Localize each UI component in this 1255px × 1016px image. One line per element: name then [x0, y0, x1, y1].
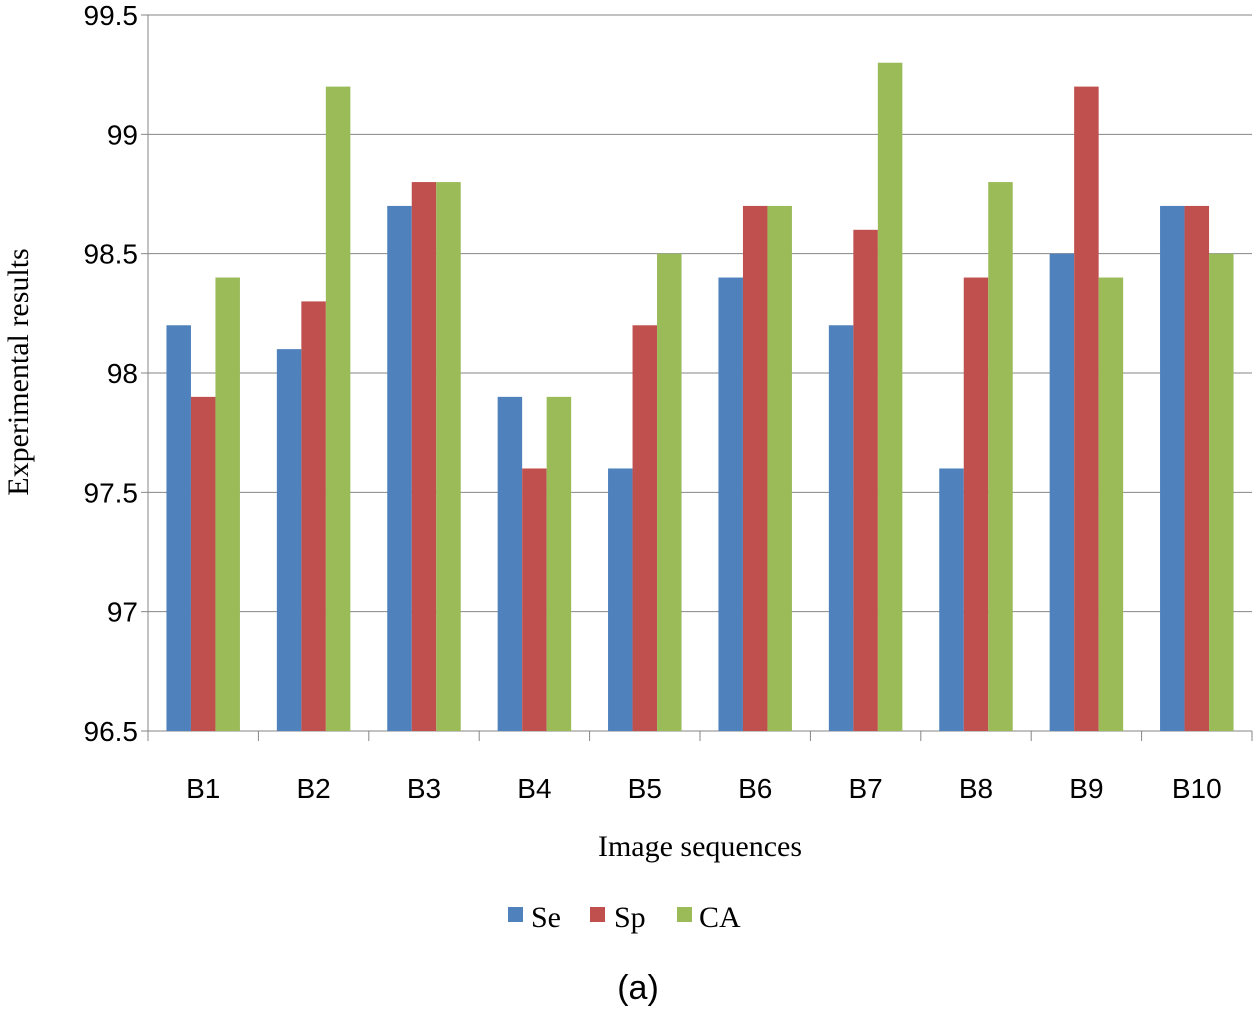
y-tick-label: 96.5 — [84, 716, 139, 747]
legend-label-ca: CA — [699, 901, 741, 934]
x-tick-label: B4 — [517, 773, 551, 804]
x-tick-label: B3 — [407, 773, 441, 804]
bar-se-b6 — [718, 277, 743, 731]
bar-ca-b9 — [1098, 277, 1124, 731]
bar-sp-b1 — [190, 396, 216, 731]
bar-ca-b7 — [877, 62, 903, 731]
x-tick-labels: B1 B2 B3 B4 B5 B6 B7 B8 B9 B10 — [186, 773, 1222, 804]
y-tick-label: 98 — [107, 358, 138, 389]
bar-ca-b4 — [546, 396, 572, 731]
bar-ca-b3 — [436, 182, 461, 732]
bar-sp-b10 — [1184, 205, 1210, 731]
bar-se-b1 — [166, 325, 191, 731]
bar-se-b10 — [1160, 205, 1185, 731]
legend-swatch-se — [508, 907, 523, 922]
x-tick-label: B9 — [1069, 773, 1103, 804]
bar-sp-b9 — [1074, 86, 1099, 732]
legend-label-sp: Sp — [614, 901, 646, 934]
x-tick-label: B8 — [959, 773, 993, 804]
bar-sp-b8 — [963, 277, 989, 731]
y-tick-label: 97 — [107, 597, 138, 628]
bar-ca-b1 — [215, 277, 240, 731]
y-tick-label: 99 — [107, 119, 138, 150]
bar-ca-b10 — [1209, 253, 1234, 731]
bar-se-b7 — [828, 325, 854, 731]
bar-se-b8 — [939, 468, 964, 731]
bar-sp-b3 — [411, 182, 437, 732]
legend-label-se: Se — [531, 901, 561, 934]
bar-sp-b4 — [522, 468, 547, 731]
x-tick-label: B1 — [186, 773, 220, 804]
figure-caption: (a) — [617, 969, 659, 1007]
x-tick-label: B7 — [848, 773, 882, 804]
bar-sp-b5 — [632, 325, 658, 731]
y-axis-title: Experimental results — [2, 248, 35, 495]
bar-ca-b5 — [657, 253, 682, 731]
bar-sp-b7 — [853, 229, 878, 732]
bar-se-b4 — [497, 396, 523, 731]
legend: Se Sp CA — [508, 901, 741, 934]
bar-se-b9 — [1049, 253, 1075, 731]
y-tick-label: 97.5 — [84, 477, 139, 508]
x-tick-label: B10 — [1172, 773, 1222, 804]
bar-ca-b2 — [325, 86, 351, 732]
bar-se-b5 — [608, 468, 633, 731]
legend-swatch-sp — [590, 907, 605, 922]
x-axis-title: Image sequences — [598, 830, 802, 863]
x-tick-label: B6 — [738, 773, 772, 804]
y-tick-labels: 96.5 97 97.5 98 98.5 99 99.5 — [84, 0, 139, 747]
bar-sp-b2 — [301, 301, 326, 731]
bar-se-b2 — [276, 349, 302, 731]
bar-ca-b8 — [988, 182, 1013, 732]
x-tick-label: B2 — [296, 773, 330, 804]
x-tick-label: B5 — [628, 773, 662, 804]
bar-se-b3 — [387, 205, 412, 731]
bars — [166, 62, 1234, 732]
y-tick-label: 98.5 — [84, 239, 139, 270]
y-tick-label: 99.5 — [84, 0, 139, 31]
bar-sp-b6 — [742, 205, 768, 731]
legend-swatch-ca — [677, 907, 692, 922]
bar-ca-b6 — [767, 205, 792, 731]
